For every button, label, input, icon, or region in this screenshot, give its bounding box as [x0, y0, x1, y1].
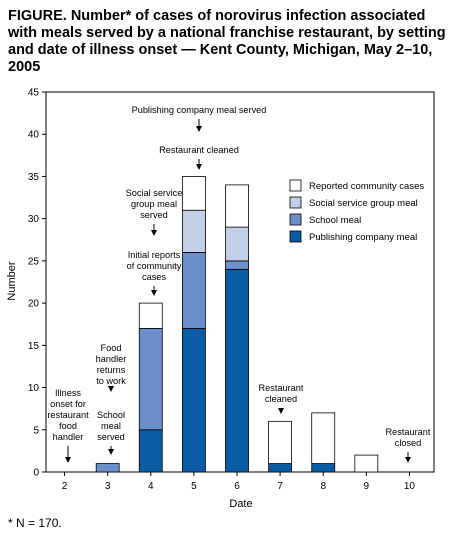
bar-segment — [138, 302, 163, 329]
y-tick-label: 45 — [28, 88, 40, 99]
annotation-arrowhead — [196, 164, 202, 170]
x-tick-label: 2 — [62, 481, 68, 492]
y-tick-label: 20 — [28, 299, 40, 310]
x-tick-label: 9 — [364, 481, 370, 492]
annotation-text: served — [140, 210, 168, 220]
annotation-text: of community — [127, 261, 182, 271]
x-axis-label: Date — [229, 498, 252, 510]
y-tick-label: 15 — [28, 341, 40, 352]
x-tick-label: 3 — [105, 481, 111, 492]
annotation-text: to work — [96, 376, 126, 386]
annotation-text: Illness — [55, 388, 81, 398]
bar-segment — [138, 328, 163, 431]
annotation-text: Restaurant — [259, 383, 304, 393]
legend-label: Reported community cases — [309, 181, 424, 192]
bar-segment — [225, 226, 249, 262]
annotation: Restaurant cleaned — [159, 145, 239, 170]
legend: Reported community cases Social service g… — [289, 179, 424, 243]
annotation-text: closed — [395, 438, 422, 448]
bar-segment — [225, 268, 249, 473]
legend-swatch — [289, 179, 302, 192]
annotation-arrowhead — [151, 230, 157, 236]
annotation-text: School — [97, 410, 125, 420]
x-tick-label: 5 — [191, 481, 197, 492]
bar-segment — [311, 412, 336, 464]
x-tick-label: 4 — [148, 481, 154, 492]
y-tick-label: 35 — [28, 172, 40, 183]
y-tick-label: 40 — [28, 130, 40, 141]
annotation-text: Restaurant cleaned — [159, 145, 239, 155]
annotation-arrowhead — [108, 449, 114, 455]
footnote: * N = 170. — [8, 516, 62, 530]
x-tick-label: 7 — [277, 481, 283, 492]
y-tick-label: 25 — [28, 256, 40, 267]
annotation-text: food — [59, 421, 77, 431]
bar-segment — [268, 463, 293, 473]
annotation-arrowhead — [405, 457, 411, 463]
annotation-arrowhead — [65, 457, 71, 463]
annotation-text: cleaned — [265, 394, 297, 404]
y-tick-label: 0 — [33, 468, 39, 479]
annotation-arrowhead — [196, 126, 202, 132]
y-tick-label: 5 — [33, 425, 39, 436]
annotation-text: Initial reports — [128, 250, 181, 260]
bar-segment — [225, 260, 249, 270]
annotation-text: served — [97, 432, 125, 442]
bar-segment — [181, 328, 206, 473]
figure-title: FIGURE. Number* of cases of norovirus in… — [8, 8, 446, 75]
legend-label: School meal — [309, 215, 361, 226]
bar-segment — [354, 454, 379, 473]
annotation-text: Publishing company meal served — [132, 105, 267, 115]
legend-swatch — [289, 213, 302, 226]
x-tick-label: 6 — [234, 481, 240, 492]
legend-swatch — [289, 196, 302, 209]
annotation-text: Food — [101, 343, 122, 353]
bar-segment — [181, 252, 206, 329]
y-tick-label: 30 — [28, 214, 40, 225]
annotation-text: group meal — [131, 199, 177, 209]
legend-label: Social service group meal — [309, 198, 418, 209]
annotation-text: returns — [97, 365, 126, 375]
bar-segment — [138, 429, 163, 473]
annotation-text: onset for — [50, 399, 86, 409]
bar-segment — [225, 184, 249, 228]
bar-segment — [181, 176, 206, 211]
y-tick-label: 10 — [28, 383, 40, 394]
legend-swatch — [289, 230, 302, 243]
annotation-arrowhead — [278, 408, 284, 414]
annotation-arrowhead — [108, 386, 114, 392]
legend-label: Publishing company meal — [309, 232, 417, 243]
bar-segment — [311, 463, 336, 473]
annotation-text: handler — [96, 354, 127, 364]
annotation-arrowhead — [151, 290, 157, 296]
bars — [95, 176, 379, 473]
annotation-text: Social service — [126, 188, 183, 198]
annotation-text: meal — [101, 421, 121, 431]
y-axis-label: Number — [6, 261, 18, 300]
bar-segment — [181, 209, 206, 253]
annotation-text: Restaurant — [386, 427, 431, 437]
annotation: Publishing company meal served — [132, 105, 267, 132]
bar-segment — [95, 463, 120, 473]
x-tick-label: 10 — [404, 481, 416, 492]
annotation-text: handler — [53, 432, 84, 442]
x-tick-label: 8 — [320, 481, 326, 492]
annotation-text: cases — [142, 272, 166, 282]
bar-segment — [268, 420, 293, 464]
annotation-text: restaurant — [47, 410, 89, 420]
